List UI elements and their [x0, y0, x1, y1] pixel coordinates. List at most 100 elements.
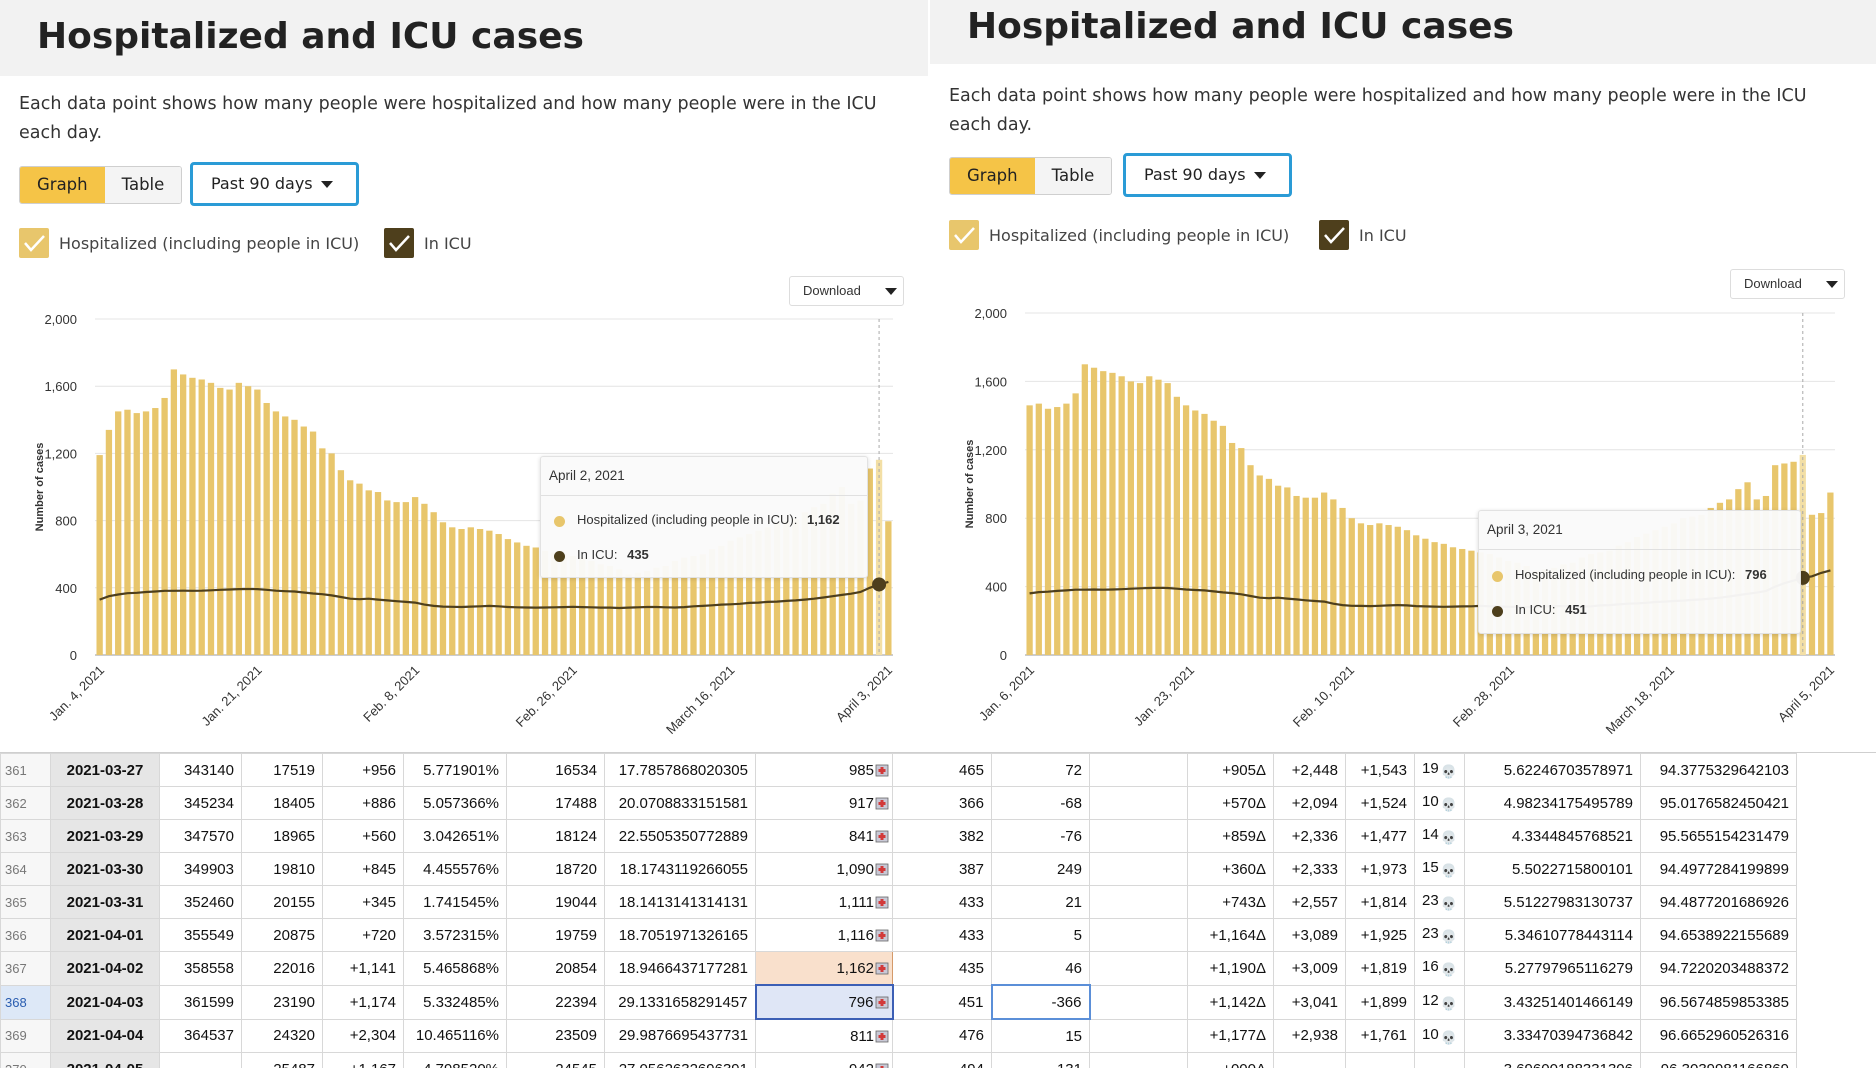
data-cell[interactable]: +3,009 [1274, 952, 1346, 986]
data-cell[interactable]: 5.465868% [404, 952, 507, 986]
data-cell[interactable]: 465 [893, 754, 992, 787]
data-cell[interactable]: 17488 [507, 787, 605, 820]
data-cell[interactable]: +1,141 [323, 952, 404, 986]
data-cell[interactable] [1090, 919, 1188, 952]
data-cell[interactable]: 5.5022715800101 [1465, 853, 1641, 886]
data-cell[interactable]: 22016 [242, 952, 323, 986]
data-cell[interactable]: 131 [992, 1053, 1090, 1068]
data-cell[interactable]: 96.3039981166869 [1641, 1053, 1797, 1068]
data-cell[interactable]: 433 [893, 886, 992, 919]
data-cell[interactable]: 361599 [160, 985, 242, 1019]
data-cell[interactable]: 5.771901% [404, 754, 507, 787]
data-cell[interactable]: +2,557 [1274, 886, 1346, 919]
data-cell[interactable]: 343140 [160, 754, 242, 787]
data-cell[interactable]: 352460 [160, 886, 242, 919]
data-cell[interactable]: 433 [893, 919, 992, 952]
data-cell[interactable]: 435 [893, 952, 992, 986]
deaths-cell[interactable]: 23💀 [1415, 919, 1465, 952]
data-cell[interactable]: 5.34610778443114 [1465, 919, 1641, 952]
deaths-cell[interactable]: 10💀 [1415, 1019, 1465, 1053]
data-cell[interactable] [1090, 1019, 1188, 1053]
date-cell[interactable]: 2021-04-02 [51, 952, 160, 986]
data-cell[interactable]: 23509 [507, 1019, 605, 1053]
date-cell[interactable]: 2021-03-30 [51, 853, 160, 886]
row-number[interactable]: 366 [1, 919, 51, 952]
row-number[interactable]: 361 [1, 754, 51, 787]
data-cell[interactable]: 17519 [242, 754, 323, 787]
date-cell[interactable]: 2021-04-01 [51, 919, 160, 952]
hospitalized-cell[interactable]: 796 [756, 985, 893, 1019]
data-cell[interactable]: +1,973 [1346, 853, 1415, 886]
hospitalized-cell[interactable]: 1,162 [756, 952, 893, 986]
hospitalized-cell[interactable]: 841 [756, 820, 893, 853]
data-cell[interactable]: 5.332485% [404, 985, 507, 1019]
data-cell[interactable] [1090, 754, 1188, 787]
data-cell[interactable]: 15 [992, 1019, 1090, 1053]
data-cell[interactable]: 22394 [507, 985, 605, 1019]
deaths-cell[interactable]: 10💀 [1415, 787, 1465, 820]
date-cell[interactable]: 2021-04-04 [51, 1019, 160, 1053]
hospitalized-cell[interactable]: 1,111 [756, 886, 893, 919]
data-cell[interactable]: -68 [992, 787, 1090, 820]
data-cell[interactable]: 366 [893, 787, 992, 820]
hospitalized-cell[interactable]: 811 [756, 1019, 893, 1053]
data-cell[interactable]: +905Δ [1188, 754, 1274, 787]
data-cell[interactable] [1090, 820, 1188, 853]
data-cell[interactable]: +1,174 [323, 985, 404, 1019]
data-cell[interactable]: +1,177Δ [1188, 1019, 1274, 1053]
data-cell[interactable]: 1.741545% [404, 886, 507, 919]
data-cell[interactable]: 5.27797965116279 [1465, 952, 1641, 986]
data-cell[interactable]: 20155 [242, 886, 323, 919]
data-cell[interactable]: 20.0708833151581 [605, 787, 756, 820]
data-cell[interactable]: +560 [323, 820, 404, 853]
data-cell[interactable]: +2,304 [323, 1019, 404, 1053]
data-cell[interactable]: +1,543 [1346, 754, 1415, 787]
row-number[interactable]: 363 [1, 820, 51, 853]
data-cell[interactable]: +2,448 [1274, 754, 1346, 787]
data-cell[interactable]: +2,094 [1274, 787, 1346, 820]
data-cell[interactable]: 94.6538922155689 [1641, 919, 1797, 952]
date-cell[interactable]: 2021-04-05 [51, 1053, 160, 1068]
data-cell[interactable]: 358558 [160, 952, 242, 986]
data-cell[interactable]: +743Δ [1188, 886, 1274, 919]
data-cell[interactable]: 23190 [242, 985, 323, 1019]
data-cell[interactable]: 25487 [242, 1053, 323, 1068]
data-cell[interactable]: +859Δ [1188, 820, 1274, 853]
data-cell[interactable]: +2,336 [1274, 820, 1346, 853]
data-cell[interactable]: +360Δ [1188, 853, 1274, 886]
data-cell[interactable]: 349903 [160, 853, 242, 886]
data-cell[interactable]: 387 [893, 853, 992, 886]
data-cell[interactable]: 382 [893, 820, 992, 853]
data-cell[interactable]: 24320 [242, 1019, 323, 1053]
data-cell[interactable]: 3.042651% [404, 820, 507, 853]
data-cell[interactable]: 96.5674859853385 [1641, 985, 1797, 1019]
data-cell[interactable]: +2,333 [1274, 853, 1346, 886]
data-cell[interactable] [1090, 853, 1188, 886]
data-cell[interactable]: 16534 [507, 754, 605, 787]
data-cell[interactable]: +1,524 [1346, 787, 1415, 820]
deaths-cell[interactable]: 19💀 [1415, 754, 1465, 787]
data-cell[interactable] [1090, 1053, 1188, 1068]
data-cell[interactable]: +570Δ [1188, 787, 1274, 820]
data-cell[interactable]: 94.7220203488372 [1641, 952, 1797, 986]
row-number[interactable]: 365 [1, 886, 51, 919]
data-cell[interactable]: +3,089 [1274, 919, 1346, 952]
data-cell[interactable]: 18.1413141314131 [605, 886, 756, 919]
data-cell[interactable]: 72 [992, 754, 1090, 787]
data-cell[interactable]: 19759 [507, 919, 605, 952]
data-cell[interactable]: +956 [323, 754, 404, 787]
row-number[interactable]: 364 [1, 853, 51, 886]
data-cell[interactable]: 95.0176582450421 [1641, 787, 1797, 820]
data-cell[interactable]: +345 [323, 886, 404, 919]
data-cell[interactable]: +1,925 [1346, 919, 1415, 952]
data-cell[interactable]: 4.98234175495789 [1465, 787, 1641, 820]
data-cell[interactable]: 95.5655154231479 [1641, 820, 1797, 853]
data-cell[interactable] [1090, 985, 1188, 1019]
hospitalized-cell[interactable]: 917 [756, 787, 893, 820]
hospitalized-cell[interactable]: 942 [756, 1053, 893, 1068]
data-cell[interactable]: 18405 [242, 787, 323, 820]
data-cell[interactable]: 494 [893, 1053, 992, 1068]
data-cell[interactable]: 18965 [242, 820, 323, 853]
data-cell[interactable]: 29.9876695437731 [605, 1019, 756, 1053]
data-cell[interactable] [1274, 1053, 1346, 1068]
